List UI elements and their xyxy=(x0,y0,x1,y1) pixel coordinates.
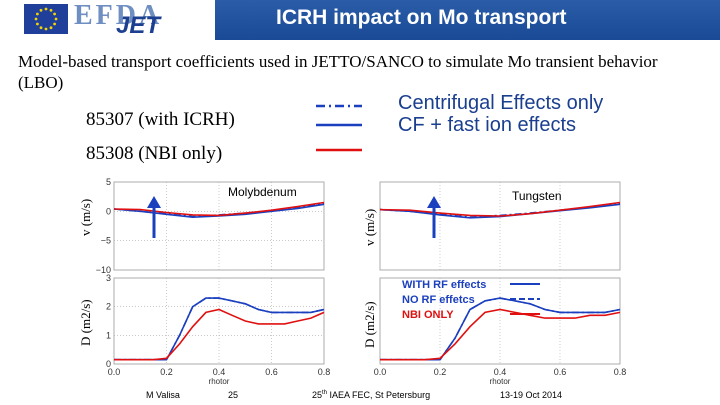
legend-entry-0: WITH RF effects xyxy=(402,279,486,291)
x-tick-label: 0.8 xyxy=(614,367,627,377)
x-tick-label: 0.0 xyxy=(108,367,121,377)
x-tick-label: 0.2 xyxy=(160,367,173,377)
eu-flag-icon xyxy=(24,4,68,34)
y-tick-label: 5 xyxy=(106,177,111,187)
x-tick-label: 0.4 xyxy=(494,367,507,377)
legend-label-centrifugal: Centrifugal Effects only xyxy=(398,92,604,114)
up-arrow-head-icon xyxy=(427,196,441,208)
footer-conference: 25th IAEA FEC, St Petersburg xyxy=(312,390,430,400)
slide-subtitle: Model-based transport coefficients used … xyxy=(18,52,658,92)
y-tick-label: 0 xyxy=(106,206,111,216)
y-tick-label: −10 xyxy=(96,265,111,275)
footer-conference-number: 25 xyxy=(312,390,323,400)
tungsten-title: Tungsten xyxy=(512,189,562,203)
x-axis-label: rhotor xyxy=(490,377,511,386)
series-line-solid-red-w-v xyxy=(379,201,621,217)
footer-author: M Valisa xyxy=(146,390,180,400)
jet-logo-text: JET xyxy=(116,12,161,39)
logo-area: EFDA JET xyxy=(0,0,215,40)
shot-label-icrh: 85307 (with ICRH) xyxy=(86,109,235,130)
series-line-solid-red-mo-d xyxy=(114,308,325,361)
x-tick-label: 0.0 xyxy=(374,367,387,377)
plot-frame-w-v xyxy=(379,181,621,271)
x-axis-label: rhotor xyxy=(209,377,230,386)
series-line-solid-red-mo-v xyxy=(113,201,325,217)
series-line-solid-red-w-d xyxy=(380,308,621,361)
x-tick-label: 0.4 xyxy=(213,367,226,377)
legend-line-samples xyxy=(316,104,362,152)
footer-page-number: 25 xyxy=(228,390,239,400)
legend-entry-1: NO RF effetcs xyxy=(402,294,475,306)
y-tick-label: 2 xyxy=(106,302,111,312)
y-tick-label: 3 xyxy=(106,273,111,283)
efda-logo-text: EFDA xyxy=(74,0,163,31)
y-tick-label: 1 xyxy=(106,330,111,340)
shot-label-nbi: 85308 (NBI only) xyxy=(86,143,223,164)
up-arrow-head-icon xyxy=(147,196,161,208)
x-tick-label: 0.6 xyxy=(265,367,278,377)
x-tick-label: 0.6 xyxy=(554,367,567,377)
header-bar: EFDA JET ICRH impact on Mo transport xyxy=(0,0,720,40)
y-tick-label: −5 xyxy=(101,236,111,246)
x-tick-label: 0.8 xyxy=(318,367,331,377)
molybdenum-title: Molybdenum xyxy=(228,185,297,199)
slide-title: ICRH impact on Mo transport xyxy=(276,6,567,29)
legend-entry-2: NBI ONLY xyxy=(402,309,454,321)
footer-conference-sup: th xyxy=(322,390,328,396)
footer-dates: 13-19 Oct 2014 xyxy=(500,390,563,400)
x-tick-label: 0.2 xyxy=(434,367,447,377)
tungsten-plot: 0.0 0.2 0.4 0.6 0.8 rhotor Tungsten WITH RF eff… xyxy=(374,181,627,386)
footer-conference-name: IAEA FEC, St Petersburg xyxy=(327,390,431,400)
y-tick-label: 0 xyxy=(106,359,111,369)
legend-label-cf-fast-ion: CF + fast ion effects xyxy=(398,114,577,136)
